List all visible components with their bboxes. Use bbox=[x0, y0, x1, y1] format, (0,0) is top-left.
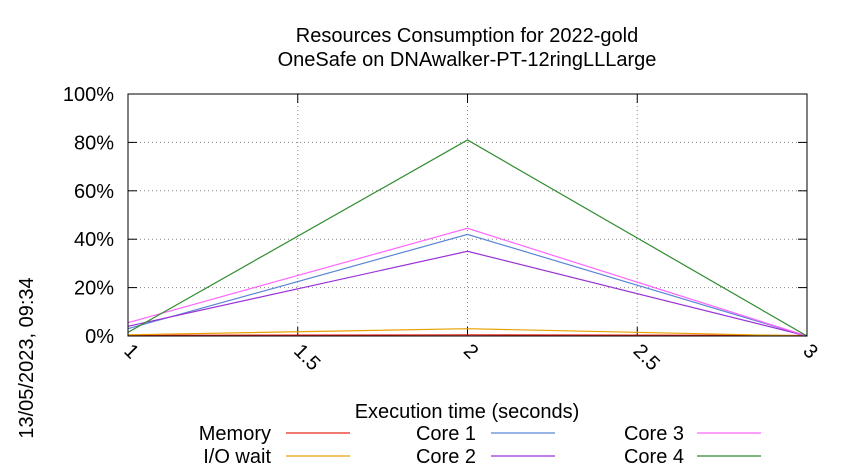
x-tick-label: 3 bbox=[798, 340, 821, 363]
series-line-core-1 bbox=[127, 233, 808, 337]
timestamp-label: 13/05/2023, 09:34 bbox=[16, 277, 38, 438]
x-tick-label: 2.5 bbox=[629, 340, 664, 375]
series-line-core-4 bbox=[127, 139, 808, 337]
x-tick-label: 2 bbox=[459, 340, 482, 363]
y-tick-label: 20% bbox=[74, 278, 114, 300]
legend-label-core-2: Core 2 bbox=[416, 446, 476, 468]
series-line-memory bbox=[127, 334, 808, 337]
x-tick-label: 1 bbox=[119, 340, 142, 363]
plot-frame bbox=[127, 93, 808, 337]
grid bbox=[128, 94, 807, 336]
series-line-i-o-wait bbox=[127, 328, 808, 337]
y-tick-label: 100% bbox=[63, 84, 114, 106]
series-line-core-2 bbox=[127, 250, 808, 337]
x-tick-label: 1.5 bbox=[289, 340, 324, 375]
y-tick-label: 0% bbox=[85, 326, 114, 348]
y-tick-label: 40% bbox=[74, 229, 114, 251]
legend-label-core-3: Core 3 bbox=[624, 423, 684, 445]
legend-label-i-o-wait: I/O wait bbox=[203, 446, 271, 468]
legend-label-core-1: Core 1 bbox=[416, 423, 476, 445]
legend-label-core-4: Core 4 bbox=[624, 446, 684, 468]
series-line-core-3 bbox=[127, 227, 808, 337]
series-lines bbox=[127, 139, 808, 337]
chart-subtitle: OneSafe on DNAwalker-PT-12ringLLLarge bbox=[278, 49, 657, 71]
y-tick-label: 80% bbox=[74, 132, 114, 154]
y-tick-label: 60% bbox=[74, 181, 114, 203]
chart-title: Resources Consumption for 2022-gold bbox=[296, 25, 638, 47]
legend-label-memory: Memory bbox=[199, 423, 271, 445]
y-axis: 0% 20% 40% 60% 80% 100% bbox=[63, 84, 807, 348]
x-axis-label: Execution time (seconds) bbox=[355, 401, 580, 423]
